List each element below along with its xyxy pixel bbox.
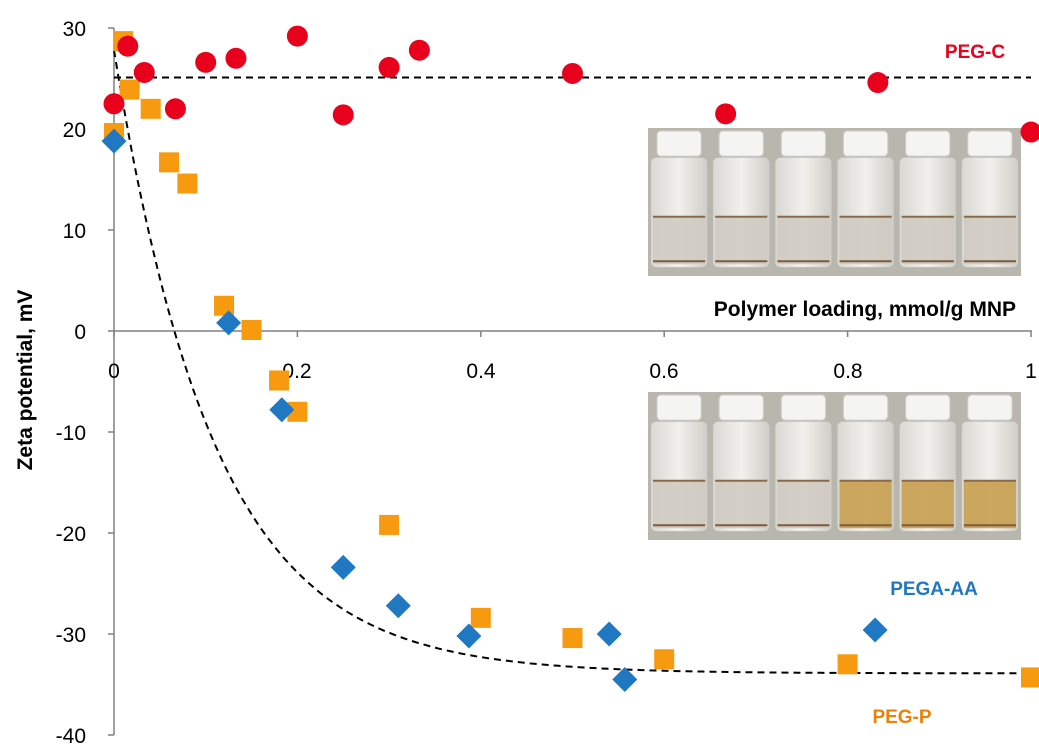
data-point-pega-aa: [216, 310, 242, 336]
data-point-peg-c: [225, 47, 247, 69]
data-point-peg-p: [269, 370, 290, 391]
y-tick-label: -40: [56, 725, 86, 745]
x-tick-label: 0.4: [466, 360, 496, 383]
x-tick-label: 0.8: [833, 360, 862, 383]
vial-cap: [780, 130, 826, 157]
vials-photo-top: [648, 128, 1021, 276]
vial-cap: [905, 130, 951, 157]
x-tick-label: 0.6: [649, 360, 678, 383]
data-points: [101, 25, 1039, 692]
vial-dispersion: [901, 480, 954, 529]
x-tick-label: 0: [108, 360, 120, 383]
data-point-pega-aa: [596, 621, 622, 647]
data-point-peg-c: [195, 51, 217, 73]
vial-dispersion: [777, 480, 830, 529]
data-point-peg-c: [378, 56, 400, 78]
y-tick-label: 30: [63, 18, 86, 41]
photo-background: [648, 128, 1021, 276]
y-tick-label: -10: [56, 422, 86, 445]
data-point-peg-p: [470, 607, 491, 628]
data-point-pega-aa: [269, 397, 295, 423]
series-label-peg-c: PEG-C: [945, 42, 1005, 63]
y-axis-title: Zeta potential, mV: [14, 290, 37, 471]
data-point-pega-aa: [101, 128, 127, 154]
fit-curve: [113, 50, 1031, 675]
vial-dispersion: [963, 480, 1016, 529]
data-point-pega-aa: [612, 666, 638, 692]
data-point-peg-p: [1021, 667, 1039, 688]
data-point-peg-c: [562, 62, 583, 84]
data-point-peg-c: [715, 103, 737, 125]
data-point-peg-p: [562, 628, 583, 649]
data-point-peg-p: [287, 401, 308, 422]
x-tick-labels: 0 0.2 0.4 0.6 0.8 1: [108, 360, 1037, 383]
y-tick-label: 10: [63, 220, 86, 243]
data-point-peg-c: [332, 104, 354, 126]
data-point-peg-p: [241, 319, 262, 340]
vials-photo-bottom: [648, 392, 1021, 540]
data-point-pega-aa: [862, 617, 888, 643]
vial-cap: [656, 394, 702, 421]
data-point-peg-p: [379, 514, 400, 535]
y-tick-labels: 30 20 10 0 -10 -20 -30 -40: [56, 18, 86, 745]
y-tick-label: -20: [56, 523, 86, 546]
data-point-peg-c: [103, 93, 125, 115]
y-tick-label: -30: [56, 624, 86, 647]
x-tick-label: 0.2: [282, 360, 311, 383]
series-label-pega-aa: PEGA-AA: [890, 579, 978, 600]
x-tick-label: 1: [1025, 360, 1037, 383]
vial-dispersion: [715, 480, 768, 529]
vial-cap: [967, 394, 1013, 421]
data-point-peg-c: [408, 39, 430, 61]
vial-dispersion: [839, 216, 892, 265]
data-point-peg-p: [654, 649, 675, 670]
vial-dispersion: [839, 480, 892, 529]
vial-cap: [843, 394, 889, 421]
vial-dispersion: [963, 216, 1016, 265]
axis-ticks: [108, 27, 1032, 736]
data-point-pega-aa: [456, 623, 482, 649]
y-tick-label: 0: [74, 321, 86, 344]
vial-cap: [780, 394, 826, 421]
vial-dispersion: [901, 216, 954, 265]
vial-dispersion: [777, 216, 830, 265]
series-label-peg-p: PEG-P: [872, 707, 931, 728]
data-point-pega-aa: [330, 554, 356, 580]
vial-dispersion: [653, 216, 706, 265]
data-point-peg-p: [214, 295, 235, 316]
vial-cap: [656, 130, 702, 157]
vial-dispersion: [653, 480, 706, 529]
vial-dispersion: [715, 216, 768, 265]
data-point-peg-p: [837, 654, 858, 675]
data-point-peg-c: [133, 61, 155, 83]
vial-cap: [718, 130, 764, 157]
vial-cap: [967, 130, 1013, 157]
photo-background: [648, 392, 1021, 540]
data-point-peg-c: [164, 98, 186, 120]
vial-cap: [718, 394, 764, 421]
data-point-peg-p: [140, 98, 161, 119]
data-point-peg-c: [286, 25, 308, 47]
vial-cap: [843, 130, 889, 157]
data-point-peg-c: [117, 35, 139, 57]
data-point-peg-p: [119, 79, 140, 100]
x-axis-title: Polymer loading, mmol/g MNP: [714, 298, 1016, 321]
y-tick-label: 20: [63, 119, 86, 142]
data-point-peg-c: [867, 72, 889, 94]
data-point-peg-c: [1020, 121, 1039, 143]
data-point-peg-p: [177, 173, 198, 194]
data-point-peg-p: [159, 152, 180, 173]
data-point-pega-aa: [385, 593, 411, 619]
vial-cap: [905, 394, 951, 421]
